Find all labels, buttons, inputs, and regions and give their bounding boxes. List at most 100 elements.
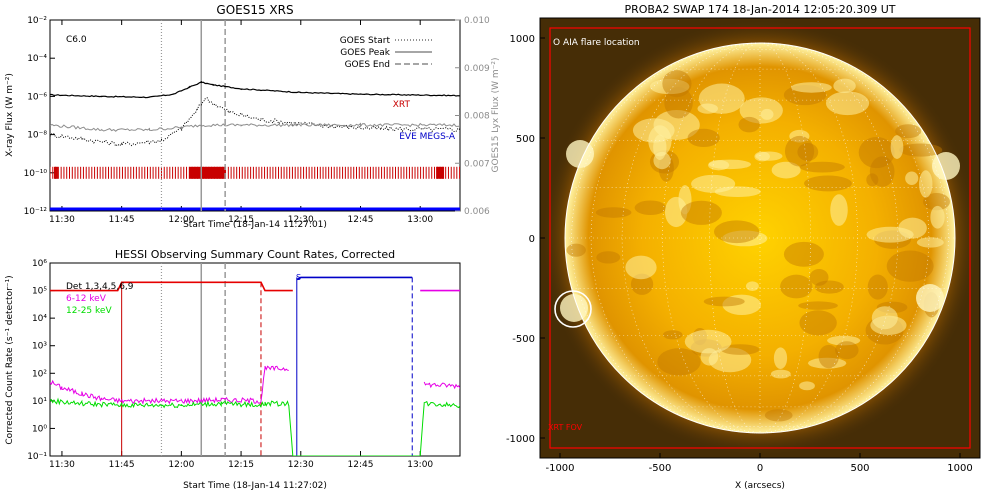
hessi-y-tick-label: 10¹ xyxy=(32,397,47,407)
xrt-fov-box xyxy=(549,27,971,449)
limb-brightening xyxy=(916,284,944,312)
dark-region xyxy=(835,341,859,360)
aia-flare-location-circle xyxy=(554,290,592,328)
swap-y-tick-label: 500 xyxy=(516,134,535,145)
hessi-x-tick-label: 11:30 xyxy=(49,460,75,470)
swap-y-tick-label: -500 xyxy=(512,334,535,345)
goes-x-tick-label: 11:45 xyxy=(109,215,135,225)
swap-x-tick-label: 1000 xyxy=(947,463,972,474)
goes-right-y-tick-label: 0.010 xyxy=(464,16,490,26)
dark-region xyxy=(657,348,701,376)
hessi-x-tick-label: 11:45 xyxy=(109,460,135,470)
dark-region xyxy=(866,173,879,187)
swap-y-tick-label: 1000 xyxy=(510,34,535,45)
goes-y-tick-label: 10⁻¹² xyxy=(24,207,48,217)
goes-series-short xyxy=(50,97,460,148)
goes-y-tick-label: 10⁻² xyxy=(27,16,47,26)
swap-y-ticks: -1000 -500 0 500 1000 xyxy=(506,34,545,445)
bright-region xyxy=(830,194,848,226)
swap-x-tick-label: -1000 xyxy=(545,463,574,474)
goes-y-axis-label: X-ray Flux (W m⁻²) xyxy=(5,73,15,157)
bright-region xyxy=(799,381,815,391)
longitude-line xyxy=(759,42,858,434)
hessi-series-12-25-kev xyxy=(50,397,460,456)
dark-region xyxy=(630,273,654,295)
goes-xrs-panel: GOES15 XRS 11:30 11:45 12:00 12:15 12:30 12:4… xyxy=(5,3,501,230)
goes-title: GOES15 XRS xyxy=(216,3,293,17)
bright-region xyxy=(684,329,732,354)
hessi-y-tick-label: 10³ xyxy=(32,342,47,352)
xrt-coverage-block xyxy=(436,166,445,179)
dark-region xyxy=(595,207,632,218)
goes-series-lyman-alpha xyxy=(50,122,460,132)
hessi-y-tick-label: 10⁰ xyxy=(32,424,47,434)
bright-region xyxy=(890,135,904,159)
bright-region xyxy=(930,205,945,229)
bright-region xyxy=(625,255,657,280)
hessi-series-group xyxy=(50,276,460,456)
hessi-panel: HESSI Observing Summary Count Rates, Cor… xyxy=(5,248,461,491)
bright-region xyxy=(653,151,671,170)
longitude-line xyxy=(571,42,761,434)
goes-x-tick-label: 12:00 xyxy=(168,215,194,225)
longitude-line xyxy=(662,42,761,434)
bright-region xyxy=(745,281,759,291)
bright-region xyxy=(773,347,788,370)
bright-region xyxy=(827,335,861,346)
goes-right-y-tick-label: 0.007 xyxy=(464,159,490,169)
swap-x-tick-label: -500 xyxy=(649,463,672,474)
goes-right-y-tick-label: 0.009 xyxy=(464,64,490,74)
xrt-fov-label: XRT FOV xyxy=(548,423,583,432)
swap-image-panel: PROBA2 SWAP 174 18-Jan-2014 12:05:20.309… xyxy=(506,3,981,491)
hessi-plot-frame xyxy=(49,262,461,457)
heliographic-grid xyxy=(565,42,955,434)
dark-region xyxy=(814,280,844,294)
dark-region xyxy=(738,116,760,133)
dark-region xyxy=(687,128,720,148)
dark-region xyxy=(886,250,934,282)
goes-x-axis-label: Start Time (18-Jan-14 11:27:01) xyxy=(183,220,327,230)
swap-x-tick-label: 0 xyxy=(757,463,763,474)
goes-x-ticks: 11:30 11:45 12:00 12:15 12:30 12:45 13:00 xyxy=(49,20,433,225)
dark-region xyxy=(858,136,895,169)
dark-region xyxy=(895,124,922,139)
swap-y-tick-label: 0 xyxy=(529,234,535,245)
aia-flare-location-label: O AIA flare location xyxy=(553,38,640,48)
hessi-y-tick-label: 10⁵ xyxy=(32,287,47,297)
goes-right-y-tick-label: 0.008 xyxy=(464,112,490,122)
goes-y-tick-label: 10⁻¹⁰ xyxy=(24,169,48,179)
bright-region xyxy=(898,217,927,239)
hessi-y-tick-label: 10⁻¹ xyxy=(27,452,47,462)
legend-12-25kev-label: 12-25 keV xyxy=(66,306,112,316)
bright-region xyxy=(905,171,919,185)
goes-plot-frame xyxy=(49,19,461,212)
legend-det-label: Det 1,3,4,5,6,9 xyxy=(66,282,134,292)
dark-region xyxy=(869,156,895,187)
bright-region xyxy=(708,160,730,171)
goes-series-group xyxy=(50,80,460,148)
hessi-event-lines xyxy=(160,263,226,456)
bright-region xyxy=(870,315,907,335)
xrt-label: XRT xyxy=(393,100,411,110)
bright-region xyxy=(678,185,692,215)
goes-coverage-bars xyxy=(50,166,460,211)
hessi-series-attenuator-state xyxy=(50,281,293,292)
longitude-line xyxy=(759,42,949,434)
dark-region xyxy=(713,220,760,244)
bright-region xyxy=(698,83,745,114)
bright-region xyxy=(825,91,870,116)
legend-6-12kev-label: 6-12 keV xyxy=(66,294,107,304)
bright-region xyxy=(691,174,736,193)
goes-legend: GOES Start GOES Peak GOES End xyxy=(340,36,432,70)
dark-region xyxy=(566,243,586,257)
hessi-title: HESSI Observing Summary Count Rates, Cor… xyxy=(115,248,395,261)
bright-region xyxy=(770,369,791,379)
goes-x-tick-label: 12:45 xyxy=(348,215,374,225)
swap-x-axis-label: X (arcsecs) xyxy=(735,481,785,491)
bright-region xyxy=(807,357,847,369)
goes-right-y-ticks: 0.006 0.007 0.008 0.009 0.010 xyxy=(455,16,490,217)
dark-region xyxy=(799,310,837,336)
xrt-coverage-block xyxy=(53,166,58,179)
dark-region xyxy=(780,274,813,299)
hessi-y-tick-label: 10² xyxy=(32,369,47,379)
